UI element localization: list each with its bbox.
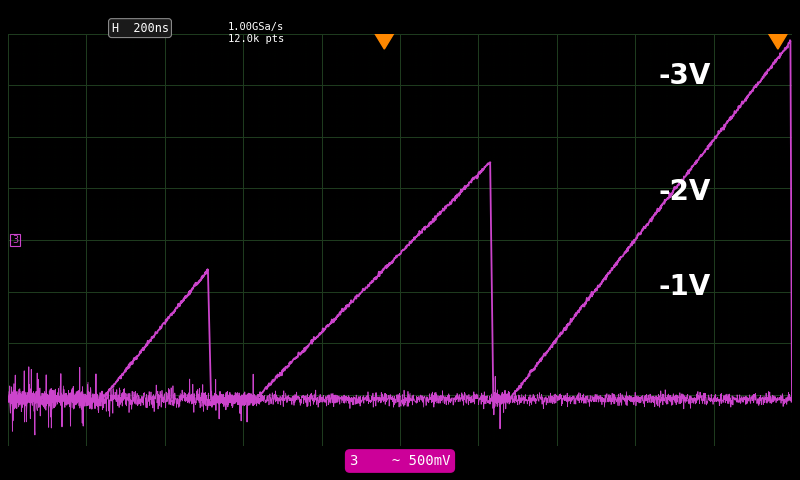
Text: H  200ns: H 200ns — [111, 22, 169, 35]
Text: 3: 3 — [12, 235, 18, 245]
Text: 3    ~ 500mV: 3 ~ 500mV — [350, 454, 450, 468]
Polygon shape — [375, 34, 394, 49]
Text: 1.00GSa/s
12.0k pts: 1.00GSa/s 12.0k pts — [228, 22, 284, 44]
Text: -3V: -3V — [658, 62, 711, 91]
Text: -2V: -2V — [658, 178, 711, 206]
Polygon shape — [769, 34, 787, 49]
Text: -1V: -1V — [658, 273, 711, 301]
